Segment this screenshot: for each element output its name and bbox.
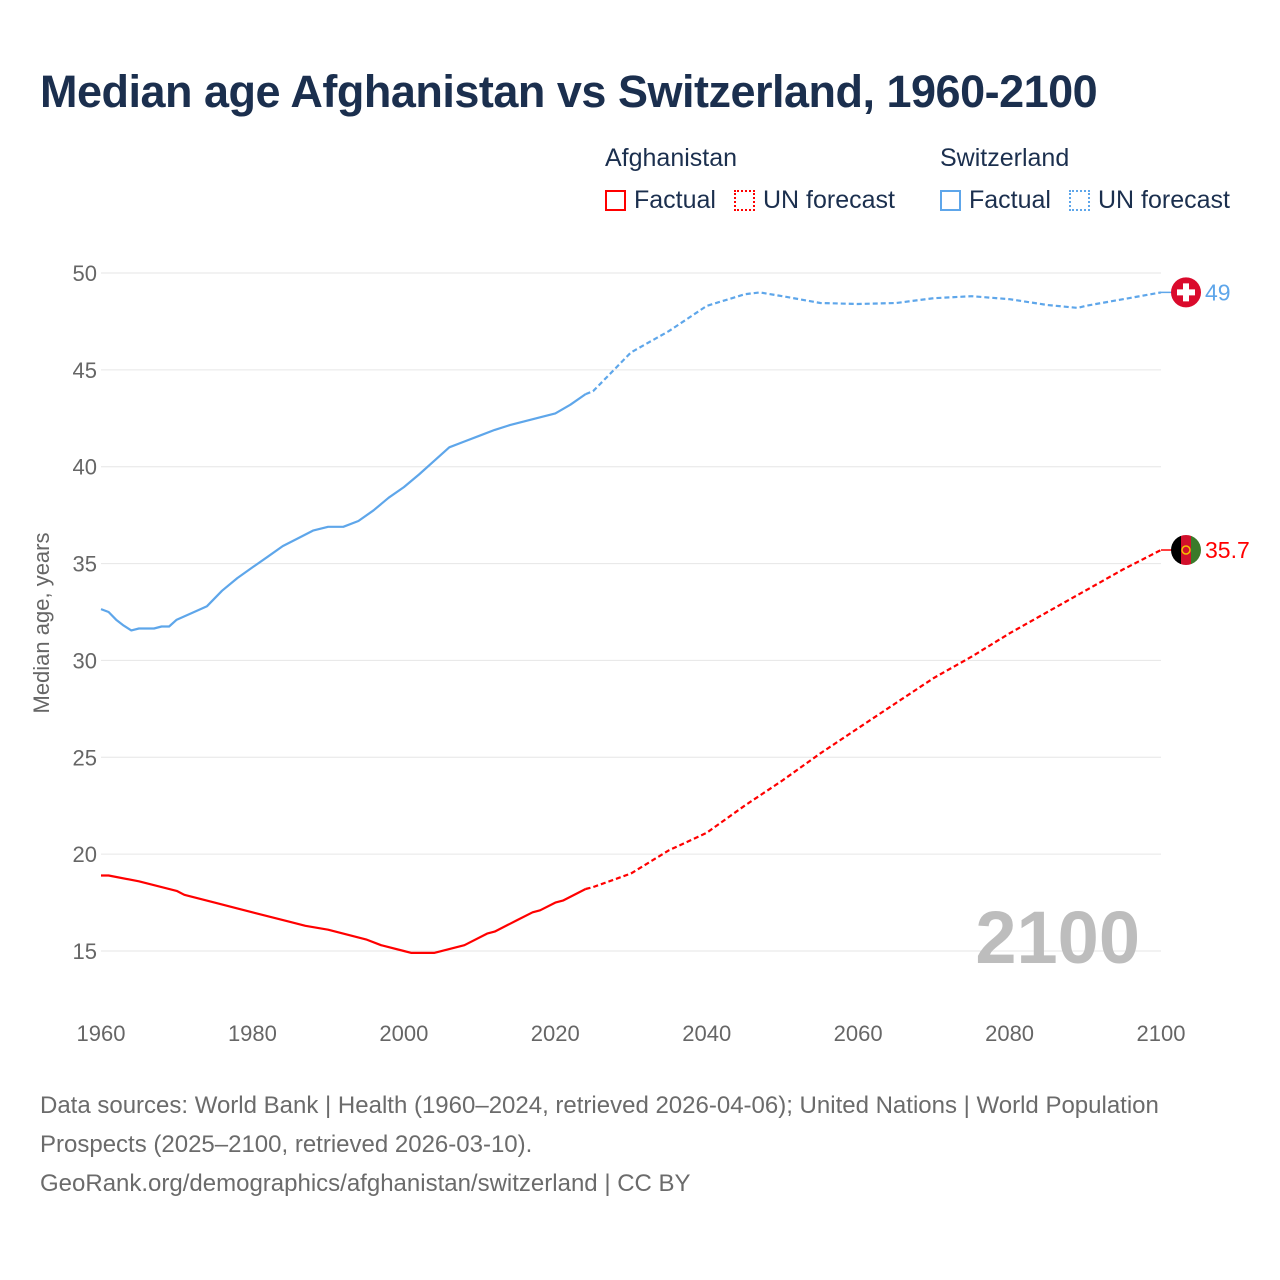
line-switzerland-forecast (585, 291, 1162, 396)
flag-stripes (1171, 535, 1201, 566)
y-tick-label: 20 (73, 842, 97, 867)
line-switzerland-factual (100, 393, 587, 632)
x-tick-label: 2000 (379, 1021, 428, 1046)
footer: Data sources: World Bank | Health (1960–… (40, 1086, 1200, 1203)
end-value-label-afghanistan: 35.7 (1205, 537, 1250, 563)
legend-item-afghanistan-forecast[interactable]: UN forecast (733, 186, 895, 215)
legend-item-switzerland-forecast[interactable]: UN forecast (1068, 186, 1230, 215)
line-afghanistan-factual (101, 874, 587, 955)
y-tick-label: 30 (73, 648, 97, 673)
legend-swatch-dotted (1068, 190, 1090, 211)
y-tick-label: 35 (73, 552, 97, 577)
legend-label: Factual (634, 186, 716, 214)
y-tick-label: 45 (73, 358, 97, 383)
chart-title: Median age Afghanistan vs Switzerland, 1… (40, 66, 1098, 117)
flag-stripe-black (1171, 535, 1181, 566)
legend-item-switzerland-factual[interactable]: Factual (940, 186, 1051, 215)
legend-row-afghanistan: Factual UN forecast (605, 186, 913, 215)
legend-label: UN forecast (762, 186, 895, 214)
y-tick-label: 40 (73, 455, 97, 480)
x-tick-label: 2100 (1137, 1021, 1186, 1046)
line-afghanistan-forecast (585, 549, 1162, 891)
switzerland-flag-icon (1171, 277, 1201, 308)
legend-swatch-solid (605, 190, 626, 211)
y-tick-label: 15 (73, 939, 97, 964)
x-tick-label: 2060 (834, 1021, 883, 1046)
flag-cross (1177, 289, 1195, 296)
x-tick-label: 1960 (77, 1021, 126, 1046)
legend-group-afghanistan: Afghanistan (605, 144, 738, 172)
y-tick-label: 50 (73, 261, 97, 286)
afghanistan-flag-icon (1171, 535, 1201, 566)
flag-emblem (1181, 545, 1191, 555)
data-sources: Data sources: World Bank | Health (1960–… (40, 1092, 1159, 1158)
legend-group-switzerland: Switzerland (940, 144, 1070, 172)
flag-stripe-red (1181, 535, 1191, 566)
flag-stripe-green (1191, 535, 1201, 566)
legend-label: UN forecast (1097, 186, 1230, 214)
end-value-label-switzerland: 49 (1205, 279, 1231, 305)
year-watermark: 2100 (975, 896, 1140, 979)
x-tick-label: 1980 (228, 1021, 277, 1046)
legend-label: Factual (969, 186, 1051, 214)
legend-row-switzerland: Factual UN forecast (940, 186, 1248, 215)
x-tick-label: 2040 (682, 1021, 731, 1046)
x-tick-label: 2080 (985, 1021, 1034, 1046)
legend-swatch-solid (940, 190, 961, 211)
legend-swatch-dotted (733, 190, 755, 211)
y-tick-label: 25 (73, 745, 97, 770)
x-tick-label: 2020 (531, 1021, 580, 1046)
legend-item-afghanistan-factual[interactable]: Factual (605, 186, 716, 215)
attribution-link[interactable]: GeoRank.org/demographics/afghanistan/swi… (40, 1170, 691, 1197)
